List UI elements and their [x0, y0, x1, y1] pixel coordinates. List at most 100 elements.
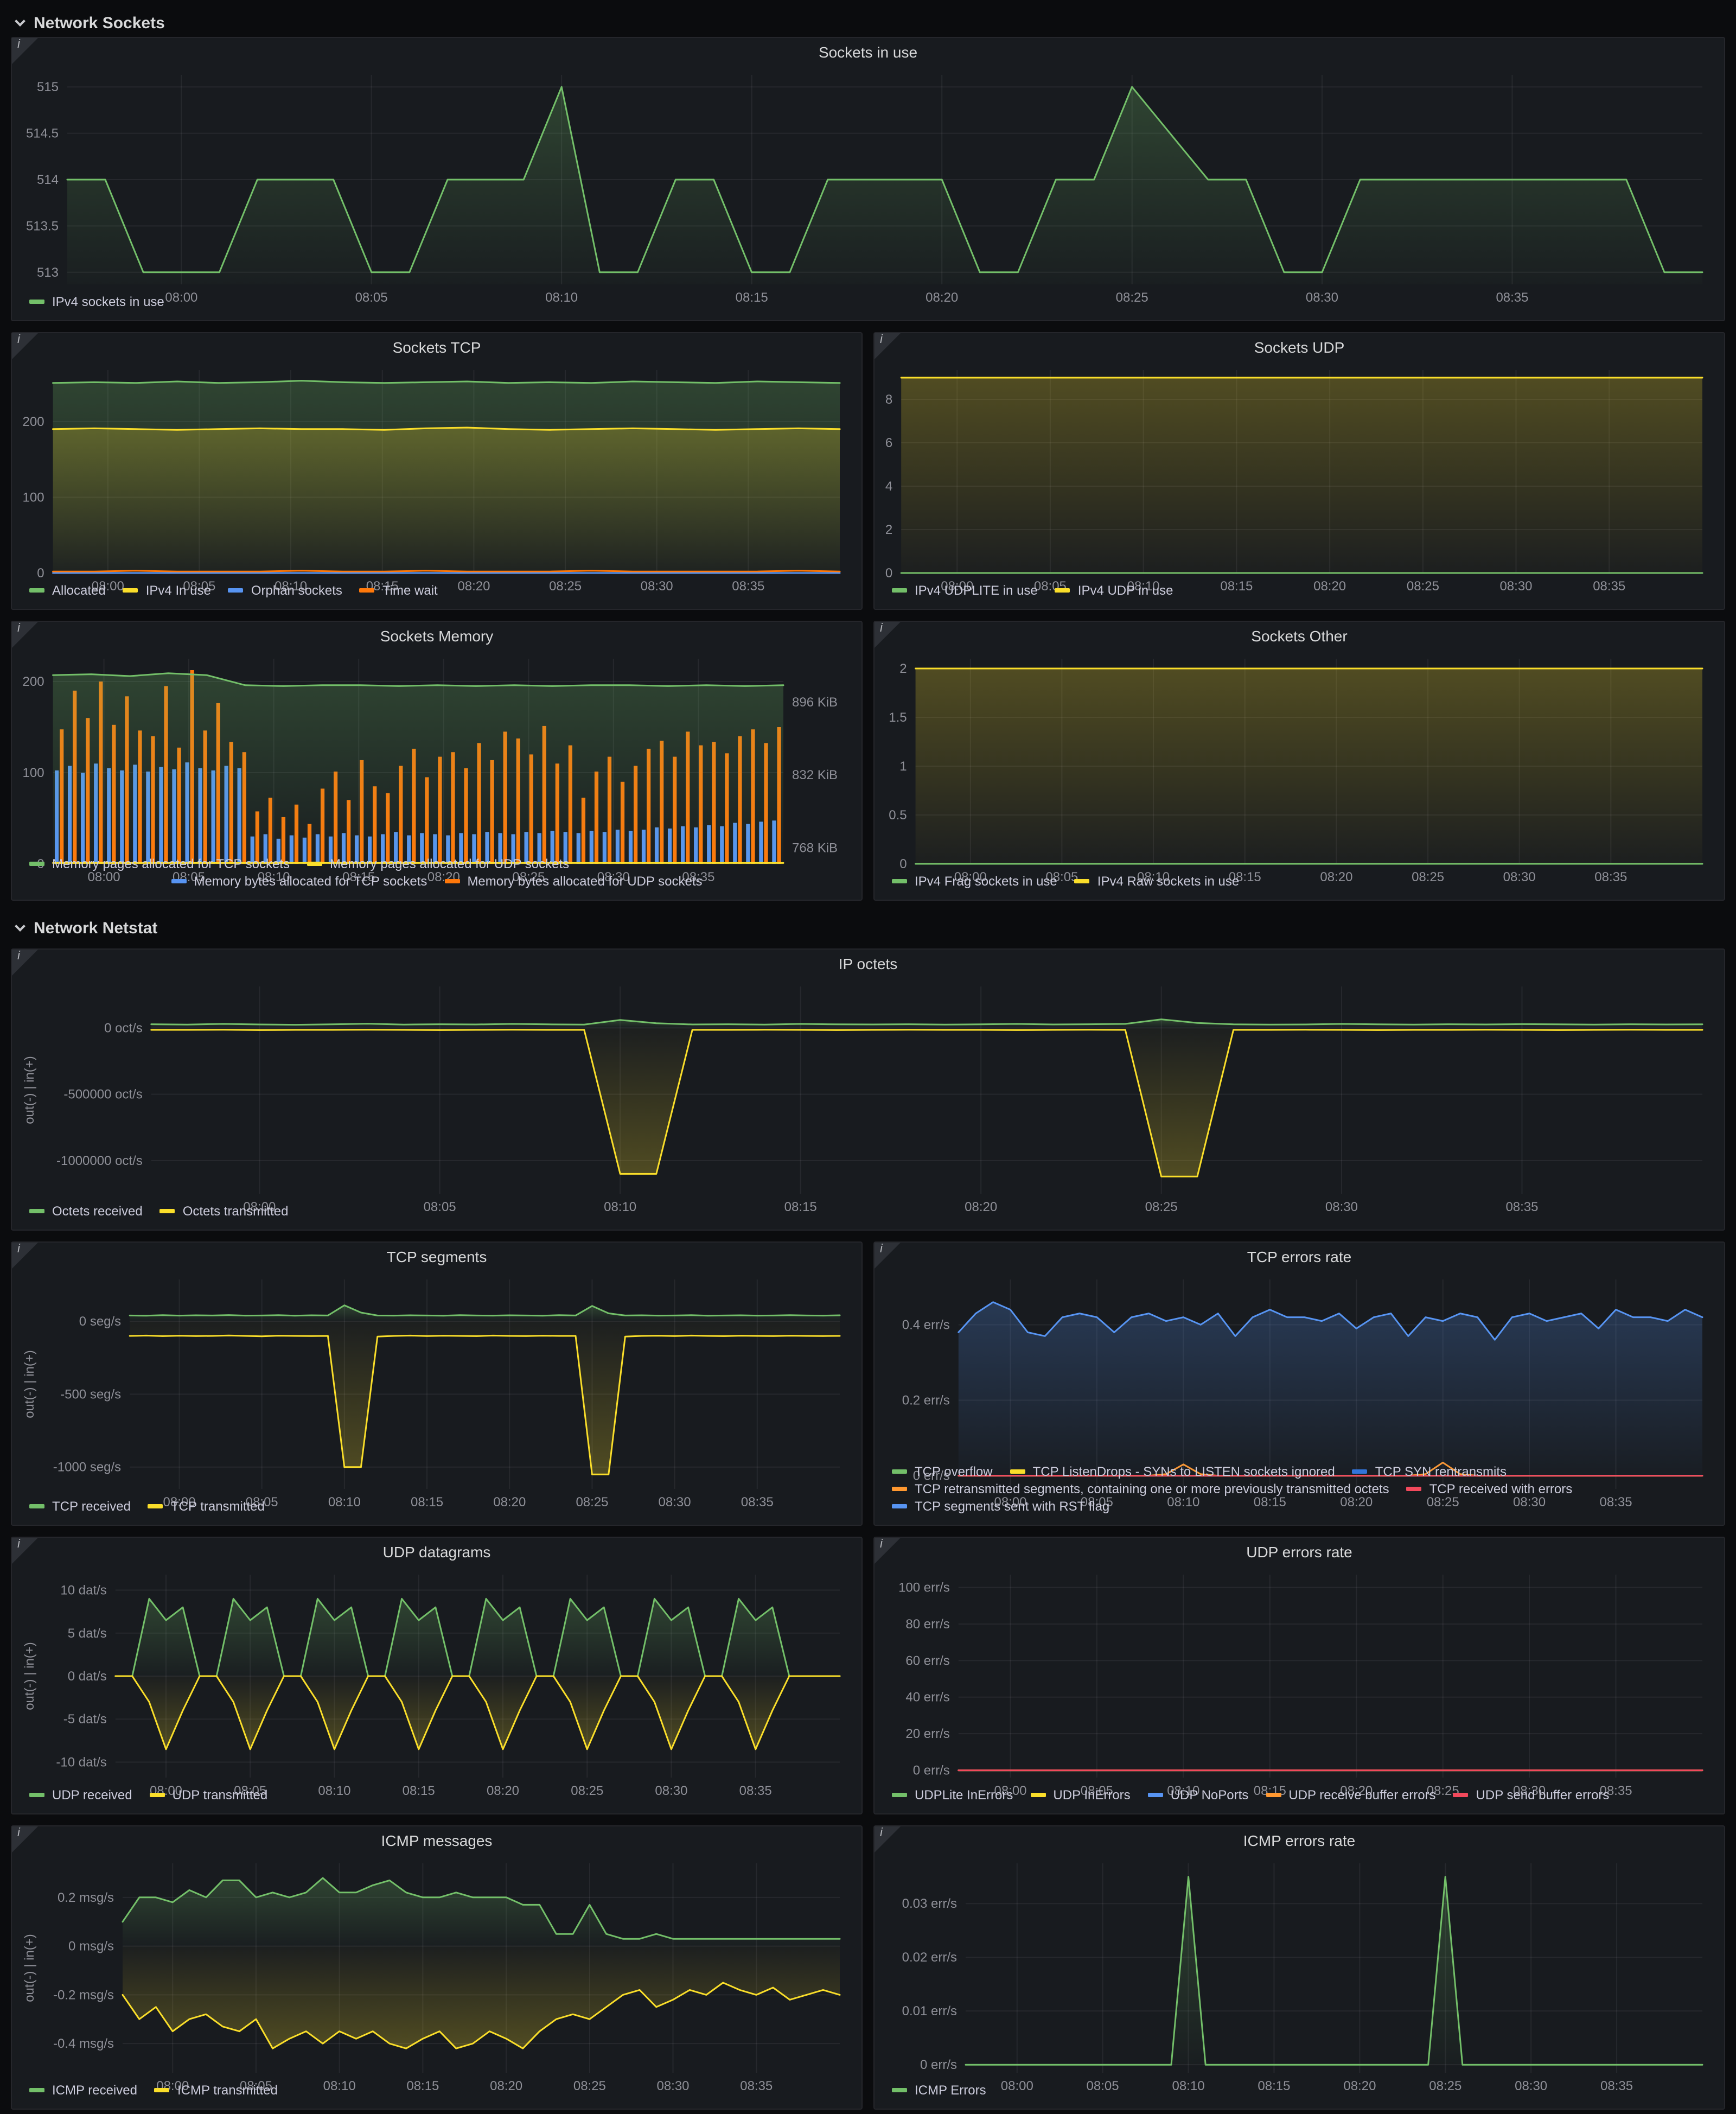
legend-swatch — [29, 862, 44, 866]
legend-item[interactable]: IPv4 UDPLITE in use — [892, 583, 1038, 598]
legend-swatch — [1030, 1793, 1046, 1797]
legend-item[interactable]: UDP receive buffer errors — [1266, 1787, 1436, 1803]
x-tick-label: 08:25 — [1116, 290, 1148, 305]
panel-title[interactable]: UDP datagrams — [382, 1543, 491, 1561]
legend-label: IPv4 Frag sockets in use — [915, 874, 1057, 889]
x-tick-label: 08:35 — [732, 579, 764, 594]
chart-svg: 0 err/s 0.2 err/s 0.4 err/s 08:00 08:05 08:10… — [902, 1279, 1703, 1510]
legend-item[interactable]: Octets transmitted — [159, 1204, 289, 1219]
x-tick-label: 08:00 — [243, 1200, 276, 1214]
legend-item[interactable]: IPv4 UDP in use — [1055, 583, 1173, 598]
y-tick-label: 0 err/s — [913, 1763, 950, 1778]
x-tick-label: 08:20 — [457, 579, 490, 594]
legend-item[interactable]: UDP received — [29, 1787, 132, 1803]
panel-sockets-udp: i Sockets UDP 0 2 4 6 8 08:00 08:05 08:10 08:15 0… — [873, 332, 1725, 610]
x-tick-label: 08:15 — [342, 870, 375, 884]
legend-item[interactable]: UDP InErrors — [1030, 1787, 1131, 1803]
series-line — [52, 672, 784, 687]
y-tick-label: 40 err/s — [905, 1690, 949, 1705]
legend-label: IPv4 Raw sockets in use — [1097, 874, 1240, 889]
panel-info-icon[interactable]: i — [875, 622, 901, 648]
legend-item[interactable]: TCP transmitted — [148, 1499, 265, 1514]
panel-icmp-errors-rate: i ICMP errors rate 0 err/s 0.01 err/s 0.02… — [873, 1825, 1725, 2110]
legend-item[interactable]: TCP received — [29, 1499, 131, 1514]
legend-item[interactable]: TCP overflow — [892, 1464, 993, 1479]
legend-item[interactable]: ICMP received — [29, 2083, 137, 2098]
panel-title[interactable]: UDP errors rate — [1246, 1543, 1352, 1561]
panel-title[interactable]: Sockets in use — [818, 43, 918, 61]
series-fill — [123, 1946, 840, 2049]
info-letter: i — [17, 1538, 20, 1551]
legend-item[interactable]: Octets received — [29, 1204, 143, 1219]
legend-item[interactable]: ICMP transmitted — [154, 2083, 278, 2098]
legend-item[interactable]: TCP retransmitted segments, containing o… — [892, 1481, 1389, 1497]
panel-title[interactable]: Sockets TCP — [392, 339, 481, 356]
info-letter: i — [880, 1243, 883, 1256]
panel-title[interactable]: Sockets UDP — [1254, 339, 1345, 356]
legend-row: TCP overflow TCP ListenDrops - SYNs to LI… — [892, 1464, 1707, 1479]
x-tick-label: 08:35 — [1594, 870, 1627, 884]
panel-title[interactable]: ICMP messages — [381, 1832, 493, 1849]
panel-info-icon[interactable]: i — [12, 333, 38, 359]
legend-item[interactable]: ICMP Errors — [892, 2083, 986, 2098]
panel-info-icon[interactable]: i — [12, 950, 38, 976]
legend-swatch — [1406, 1487, 1422, 1491]
legend-item[interactable]: UDPLite InErrors — [892, 1787, 1013, 1803]
x-tick-label: 08:05 — [424, 1200, 456, 1214]
x-tick-label: 08:05 — [234, 1784, 266, 1798]
panel-info-icon[interactable]: i — [12, 38, 38, 64]
row-title-network-sockets: Network Sockets — [34, 14, 165, 32]
legend-label: IPv4 UDP in use — [1077, 583, 1173, 598]
legend-item[interactable]: UDP send buffer errors — [1453, 1787, 1609, 1803]
panel-title[interactable]: ICMP errors rate — [1243, 1832, 1356, 1849]
chart-svg: 0.2 msg/s 0 msg/s -0.2 msg/s -0.4 msg/s 08:0… — [22, 1863, 841, 2093]
legend-item[interactable]: Memory bytes allocated for UDP sockets — [444, 874, 703, 889]
row-header-network-sockets[interactable]: Network Sockets — [11, 9, 1725, 37]
row-header-network-netstat[interactable]: Network Netstat — [11, 914, 1725, 942]
legend-label: TCP ListenDrops - SYNs to LISTEN sockets… — [1032, 1464, 1335, 1479]
legend-swatch — [359, 588, 375, 593]
legend-item[interactable]: IPv4 Raw sockets in use — [1074, 874, 1240, 889]
legend-item[interactable]: Memory pages allocated for UDP sockets — [307, 856, 569, 871]
panel-info-icon[interactable]: i — [875, 1826, 901, 1852]
y2-tick-label: 896 KiB — [792, 695, 838, 710]
y-tick-label: 200 — [23, 415, 44, 429]
legend-item[interactable]: TCP segments sent with RST flag — [892, 1499, 1109, 1514]
x-tick-label: 08:30 — [641, 579, 673, 594]
legend-item[interactable]: Memory pages allocated for TCP sockets — [29, 856, 290, 871]
panel-info-icon[interactable]: i — [12, 1826, 38, 1852]
panel-title[interactable]: TCP errors rate — [1247, 1248, 1352, 1265]
legend-item[interactable]: Time wait — [359, 583, 438, 598]
panel-info-icon[interactable]: i — [875, 1243, 901, 1269]
chart-svg: 0 err/s 20 err/s 40 err/s 60 err/s 80 err/s 1… — [898, 1575, 1703, 1798]
legend-item[interactable]: UDP transmitted — [149, 1787, 267, 1803]
legend-item[interactable]: TCP ListenDrops - SYNs to LISTEN sockets… — [1010, 1464, 1335, 1479]
series-fill — [115, 1676, 840, 1749]
panel-info-icon[interactable]: i — [12, 1538, 38, 1564]
legend-item[interactable]: IPv4 sockets in use — [29, 294, 164, 309]
legend-item[interactable]: Allocated — [29, 583, 106, 598]
x-tick-label: 08:35 — [1593, 579, 1625, 594]
legend-swatch — [148, 1504, 163, 1508]
panel-info-icon[interactable]: i — [875, 333, 901, 359]
panel-info-icon[interactable]: i — [875, 1538, 901, 1564]
legend-item[interactable]: UDP NoPorts — [1147, 1787, 1248, 1803]
legend-item[interactable]: Orphan sockets — [228, 583, 342, 598]
legend-item[interactable]: TCP SYN rentransmits — [1352, 1464, 1507, 1479]
chart-svg: 0 err/s 0.01 err/s 0.02 err/s 0.03 err/s 08:… — [902, 1863, 1703, 2093]
panel-info-icon[interactable]: i — [12, 622, 38, 648]
legend-item[interactable]: IPv4 Frag sockets in use — [892, 874, 1057, 889]
legend-item[interactable]: IPv4 In use — [123, 583, 211, 598]
panel-title[interactable]: Sockets Memory — [380, 627, 494, 645]
x-tick-label: 08:00 — [994, 1495, 1026, 1510]
legend-item[interactable]: Memory bytes allocated for TCP sockets — [171, 874, 427, 889]
panel-title[interactable]: Sockets Other — [1251, 627, 1348, 645]
panel-title[interactable]: TCP segments — [386, 1248, 487, 1265]
panel-title[interactable]: IP octets — [838, 955, 898, 972]
y-tick-label: 0 oct/s — [104, 1021, 143, 1035]
panel-info-icon[interactable]: i — [12, 1243, 38, 1269]
x-tick-label: 08:10 — [1167, 1495, 1199, 1510]
y-tick-label: -0.4 msg/s — [53, 2036, 114, 2051]
legend-item[interactable]: TCP received with errors — [1406, 1481, 1572, 1497]
